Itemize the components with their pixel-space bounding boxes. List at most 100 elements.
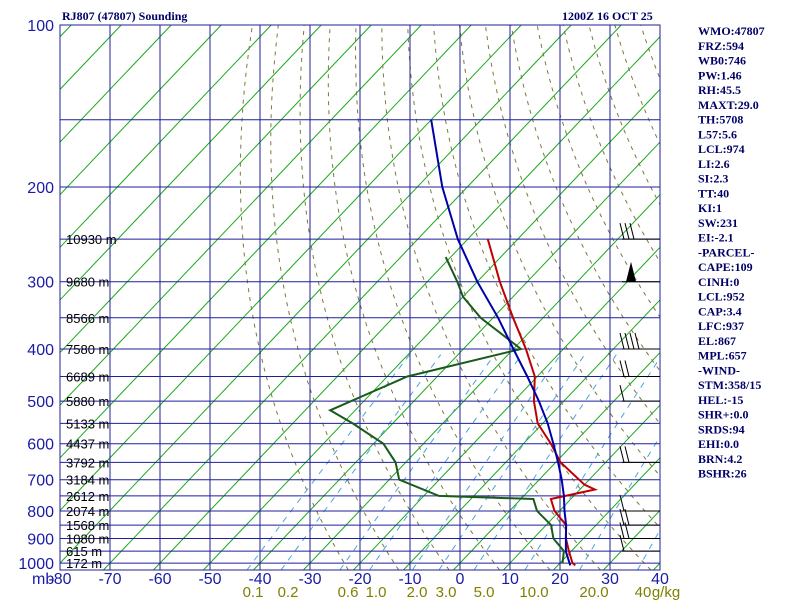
y-tick-label: 400 (27, 342, 54, 359)
index-value: BSHR:26 (698, 467, 747, 481)
height-label: 6689 m (66, 369, 109, 384)
isotherm-line (503, 404, 660, 570)
wind-barb (619, 332, 660, 350)
chart-title: RJ807 (47807) Sounding (62, 9, 187, 23)
index-value: TH:5708 (698, 113, 743, 127)
isotherm-line (60, 25, 222, 196)
index-value: CAP:3.4 (698, 304, 742, 318)
wind-barb-feather (624, 332, 630, 350)
y-tick-label: 1000 (18, 556, 54, 573)
index-value: -WIND- (698, 363, 740, 377)
wind-barb-feather (624, 446, 630, 463)
height-label: 1080 m (66, 531, 109, 546)
x-tick-label: -50 (198, 571, 221, 588)
dry-adiabat (354, 25, 551, 570)
dry-adiabat (433, 25, 660, 529)
wind-barb (619, 384, 660, 402)
mixing-ratio-line (579, 435, 660, 570)
height-label: 10930 m (66, 232, 117, 247)
index-value: HEL:-15 (698, 393, 743, 407)
indices-panel: WMO:47807FRZ:594WB0:746PW:1.46RH:45.5MAX… (698, 24, 765, 481)
height-label: 9680 m (66, 275, 109, 290)
x-tick-label: -80 (48, 571, 71, 588)
index-value: WMO:47807 (698, 24, 765, 38)
grid-inner (60, 25, 800, 570)
dry-adiabat (562, 25, 660, 263)
series-parcel-line (430, 119, 572, 566)
index-value: EL:867 (698, 334, 736, 348)
dry-adiabat (299, 25, 450, 570)
mixing-ratio-label: 40 (635, 584, 652, 600)
mixing-ratio-label: 10.0 (519, 584, 548, 600)
index-value: LFC:937 (698, 319, 744, 333)
wind-barb (622, 261, 660, 283)
index-value: LI:2.6 (698, 157, 730, 171)
isotherm-line (353, 246, 660, 570)
series-dewpoint-line (327, 256, 565, 564)
mixing-ratio-label: g/kg (652, 584, 680, 600)
wind-barb-feather (629, 332, 635, 350)
y-tick-label: 300 (27, 275, 54, 292)
isotherm-line (453, 351, 660, 570)
x-tick-label: -20 (348, 571, 371, 588)
dry-adiabat (459, 25, 660, 477)
index-value: RH:45.5 (698, 83, 741, 97)
dry-adiabat (381, 25, 601, 570)
labels-layer: RJ807 (47807) Sounding 1200Z 16 OCT 25 1… (18, 9, 680, 600)
x-tick-label: -60 (148, 571, 171, 588)
isotherm-line (753, 25, 800, 570)
index-value: EHI:0.0 (698, 437, 739, 451)
isotherm-line (403, 299, 660, 570)
wind-barb-feather (634, 332, 640, 350)
index-value: BRN:4.2 (698, 452, 742, 466)
index-value: CINH:0 (698, 275, 739, 289)
mixing-ratio-line (473, 354, 617, 570)
x-tick-label: 20 (551, 571, 569, 588)
dry-adiabat (588, 25, 660, 206)
height-label: 172 m (66, 556, 102, 571)
y-tick-label: 600 (27, 437, 54, 454)
dry-adiabat (770, 25, 800, 570)
index-value: MAXT:29.0 (698, 98, 759, 112)
y-tick-label: 500 (27, 394, 54, 411)
x-tick-label: 10 (501, 571, 519, 588)
mixing-ratio-label: 0.2 (278, 584, 299, 600)
x-tick-label: -30 (298, 571, 321, 588)
x-tick-label: 0 (456, 571, 465, 588)
plot-frame (59, 24, 661, 571)
height-label: 2612 m (66, 489, 109, 504)
index-value: L57:5.6 (698, 127, 737, 141)
index-value: FRZ:594 (698, 39, 744, 53)
isotherm-line (60, 25, 322, 301)
mixing-ratio-line (524, 357, 660, 570)
wind-barb (619, 508, 660, 526)
x-tick-label: -10 (398, 571, 421, 588)
isotherm-line (60, 25, 372, 354)
x-tick-label: -40 (248, 571, 271, 588)
wind-barb-feather (624, 508, 630, 526)
mixing-ratio-label: 0.6 (338, 584, 359, 600)
index-value: STM:358/15 (698, 378, 761, 392)
wind-barb (619, 534, 660, 552)
y-tick-label: 200 (27, 180, 54, 197)
isotherm-line (553, 457, 660, 570)
index-value: MPL:657 (698, 349, 747, 363)
dry-adiabat (484, 25, 660, 425)
isotherm-line (253, 141, 660, 570)
index-value: PW:1.46 (698, 68, 742, 82)
y-tick-label: 100 (27, 18, 54, 35)
isotherm-line (60, 25, 522, 512)
isotherm-line (103, 25, 622, 570)
y-tick-label: 700 (27, 473, 54, 490)
wind-barb-feather (624, 360, 630, 377)
wind-barb (619, 446, 660, 463)
wind-pennant (626, 261, 636, 282)
series-layer (327, 119, 599, 567)
index-value: TT:40 (698, 186, 729, 200)
x-tick-label: 40 (651, 571, 669, 588)
chart-time: 1200Z 16 OCT 25 (562, 9, 653, 23)
wind-barb-feather (619, 446, 625, 463)
mixing-ratio-label: 2.0 (407, 584, 428, 600)
wind-barb (619, 360, 660, 377)
